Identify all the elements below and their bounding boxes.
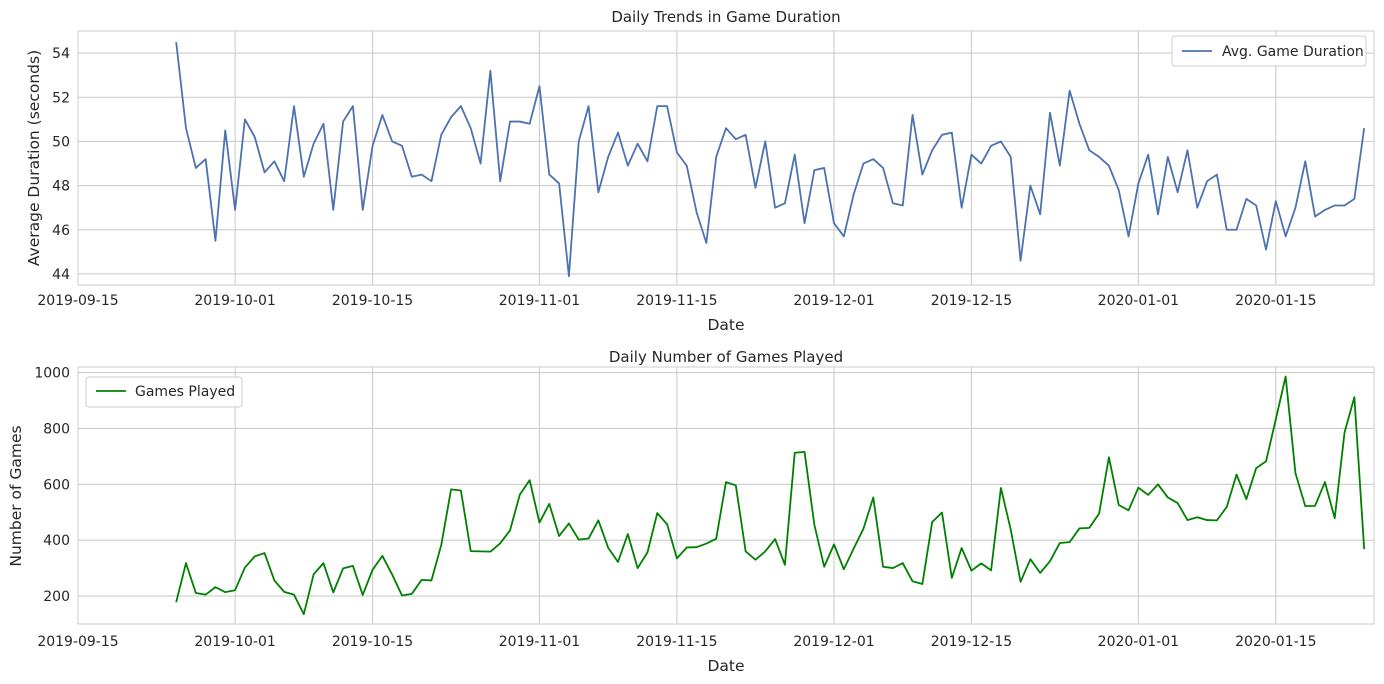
x-tick-label: 2019-11-01 bbox=[499, 634, 580, 650]
x-tick-label: 2019-12-01 bbox=[793, 293, 874, 309]
x-tick-label: 2019-09-15 bbox=[37, 293, 118, 309]
y-tick-label: 54 bbox=[52, 46, 70, 62]
x-ticks-duration: 2019-09-15 2019-10-01 2019-10-15 2019-11-01… bbox=[37, 293, 1316, 309]
legend-label-games: Games Played bbox=[135, 384, 235, 400]
x-tick-label: 2019-10-01 bbox=[194, 293, 275, 309]
x-tick-label: 2019-11-01 bbox=[499, 293, 580, 309]
legend-label-duration: Avg. Game Duration bbox=[1222, 44, 1364, 60]
x-tick-label: 2019-11-15 bbox=[636, 634, 717, 650]
x-tick-label: 2019-09-15 bbox=[37, 634, 118, 650]
y-axis-label-games: Number of Games bbox=[7, 425, 25, 566]
x-tick-label: 2020-01-01 bbox=[1098, 293, 1179, 309]
plot-area-duration bbox=[77, 30, 1375, 286]
x-tick-label: 2020-01-15 bbox=[1235, 634, 1316, 650]
x-tick-label: 2019-10-15 bbox=[332, 293, 413, 309]
y-tick-label: 800 bbox=[43, 421, 70, 437]
x-tick-label: 2019-10-15 bbox=[332, 634, 413, 650]
x-tick-label: 2019-12-15 bbox=[931, 634, 1012, 650]
y-tick-label: 50 bbox=[52, 134, 70, 150]
legend-duration: Avg. Game Duration bbox=[1171, 35, 1367, 67]
chart-games: 2019-09-15 2019-10-01 2019-10-15 2019-11-01… bbox=[7, 348, 1375, 675]
chart-title-games: Daily Number of Games Played bbox=[609, 348, 843, 366]
x-ticks-games: 2019-09-15 2019-10-01 2019-10-15 2019-11-01… bbox=[37, 634, 1316, 650]
y-tick-label: 52 bbox=[52, 90, 70, 106]
y-tick-label: 46 bbox=[52, 223, 70, 239]
y-tick-label: 1000 bbox=[34, 366, 70, 382]
legend-games: Games Played bbox=[85, 376, 243, 408]
y-tick-label: 48 bbox=[52, 179, 70, 195]
y-axis-label-duration: Average Duration (seconds) bbox=[25, 50, 43, 266]
plot-area-games bbox=[77, 366, 1375, 625]
x-tick-label: 2019-11-15 bbox=[636, 293, 717, 309]
y-tick-label: 600 bbox=[43, 477, 70, 493]
x-axis-label-duration: Date bbox=[707, 316, 744, 334]
series-games bbox=[175, 375, 1366, 616]
x-tick-label: 2020-01-15 bbox=[1235, 293, 1316, 309]
y-ticks-duration: 44 46 48 50 52 54 bbox=[52, 46, 70, 283]
legend-box-games bbox=[85, 376, 243, 408]
y-tick-label: 200 bbox=[43, 589, 70, 605]
series-duration bbox=[175, 41, 1366, 278]
chart-duration: 2019-09-15 2019-10-01 2019-10-15 2019-11-01… bbox=[25, 8, 1375, 334]
chart-title-duration: Daily Trends in Game Duration bbox=[611, 8, 840, 26]
x-tick-label: 2019-12-15 bbox=[931, 293, 1012, 309]
x-tick-label: 2019-10-01 bbox=[194, 634, 275, 650]
y-tick-label: 400 bbox=[43, 533, 70, 549]
x-tick-label: 2020-01-01 bbox=[1098, 634, 1179, 650]
x-axis-label-games: Date bbox=[707, 657, 744, 675]
y-ticks-games: 200 400 600 800 1000 bbox=[34, 366, 70, 605]
series-line bbox=[175, 41, 1366, 278]
series-line bbox=[175, 375, 1366, 616]
legend-box-duration bbox=[1171, 35, 1367, 67]
y-tick-label: 44 bbox=[52, 267, 70, 283]
grid-duration bbox=[78, 31, 1374, 285]
x-tick-label: 2019-12-01 bbox=[793, 634, 874, 650]
